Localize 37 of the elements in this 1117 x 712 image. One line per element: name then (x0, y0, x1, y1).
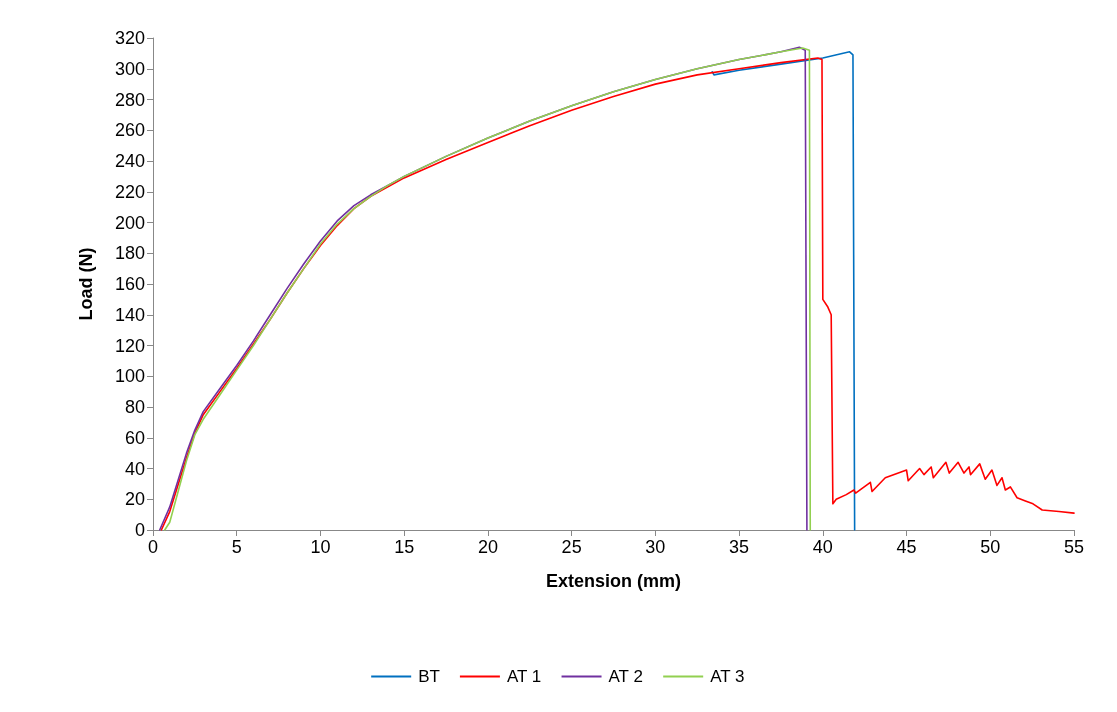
y-tick-label: 320 (114, 28, 145, 48)
y-tick-label: 80 (124, 397, 145, 417)
y-tick-label: 100 (114, 366, 145, 387)
x-tick-label: 50 (980, 537, 1001, 557)
y-tick-label: 180 (114, 243, 145, 264)
x-tick-label: 30 (645, 537, 666, 557)
legend-label: AT 2 (608, 667, 643, 686)
y-tick-label: 260 (114, 120, 145, 141)
y-tick-label: 220 (114, 181, 145, 202)
x-tick-label: 10 (310, 537, 331, 557)
x-axis-title: Extension (mm) (545, 571, 682, 591)
line-series (160, 57, 1075, 531)
x-tick-label: 25 (561, 537, 582, 557)
x-tick-label: 15 (394, 537, 415, 557)
x-tick-label: 5 (231, 537, 242, 557)
y-tick-label: 20 (124, 489, 145, 510)
x-tick-label: 45 (896, 537, 917, 557)
line-series (711, 51, 856, 531)
y-tick-label: 160 (114, 274, 145, 294)
y-tick-label: 300 (114, 58, 145, 79)
x-tick-label: 20 (477, 537, 498, 557)
x-tick-label: 0 (147, 537, 159, 557)
y-tick-label: 40 (124, 458, 145, 479)
y-tick-label: 0 (134, 520, 145, 540)
legend-label: AT 1 (506, 667, 542, 686)
x-tick-label: 35 (729, 537, 750, 557)
y-tick-label: 120 (114, 335, 145, 356)
y-tick-label: 280 (114, 89, 145, 110)
y-tick-label: 60 (124, 427, 145, 448)
legend-label: BT (418, 667, 440, 686)
legend-label: AT 3 (710, 667, 745, 686)
x-tick-label: 40 (812, 537, 833, 557)
y-tick-label: 140 (114, 304, 145, 325)
y-axis-title: Load (N) (76, 247, 96, 321)
y-tick-label: 240 (114, 151, 145, 171)
y-tick-label: 200 (114, 212, 145, 233)
x-tick-label: 55 (1063, 537, 1085, 557)
